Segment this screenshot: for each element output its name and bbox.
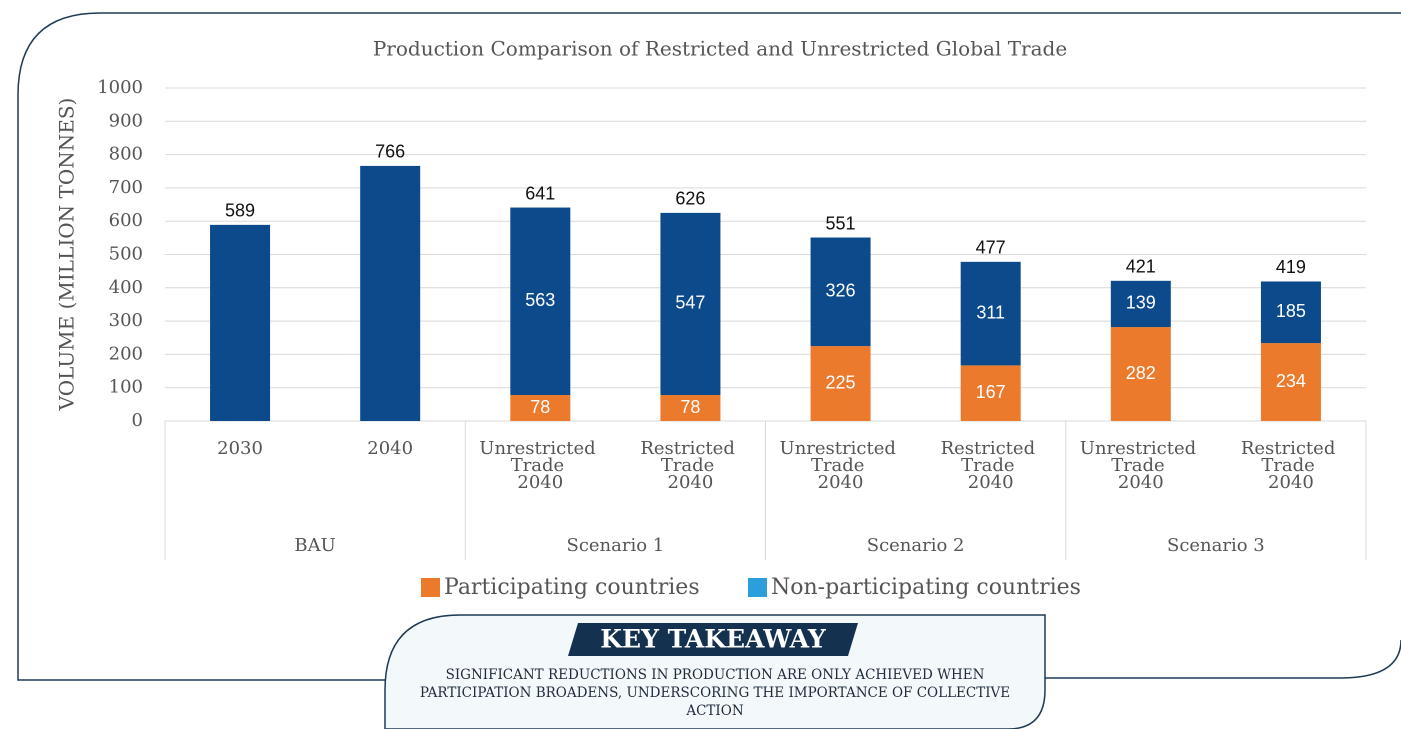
total-label: 421 xyxy=(1126,257,1156,277)
y-tick-label: 800 xyxy=(109,144,143,165)
x-tick-line: 2040 xyxy=(818,472,864,493)
legend-swatch xyxy=(748,578,767,597)
legend-label: Non-participating countries xyxy=(771,575,1081,600)
segment-label: 225 xyxy=(826,372,856,392)
x-tick-label: 2030 xyxy=(217,438,263,459)
x-tick-line: Trade xyxy=(811,455,870,476)
x-tick-line: Unrestricted xyxy=(780,438,902,459)
takeaway-box xyxy=(384,614,1046,729)
x-tick-label: Restricted Trade 2040 xyxy=(941,438,1041,493)
x-tick-label: 2040 xyxy=(367,438,413,459)
y-tick-label: 400 xyxy=(109,277,143,298)
x-tick-label: Unrestricted Trade 2040 xyxy=(1080,438,1202,493)
frame xyxy=(1045,639,1401,679)
takeaway-text: SIGNIFICANT REDUCTIONS IN PRODUCTION ARE… xyxy=(419,667,1011,719)
x-tick-line: 2040 xyxy=(1118,472,1164,493)
total-label: 419 xyxy=(1276,257,1306,277)
chart-title: Production Comparison of Restricted and … xyxy=(373,37,1067,61)
legend-label: Participating countries xyxy=(444,575,700,600)
y-tick-label: 100 xyxy=(109,377,143,398)
segment-label: 185 xyxy=(1276,301,1306,321)
bar-segment xyxy=(1260,343,1321,421)
group-label: Scenario 2 xyxy=(867,535,965,556)
segment-label: 326 xyxy=(826,281,856,301)
y-tick-label: 1000 xyxy=(97,77,143,98)
bar-segment xyxy=(660,395,721,421)
total-label: 766 xyxy=(375,142,405,162)
x-tick-line: Restricted xyxy=(1241,438,1341,459)
legend-swatch xyxy=(421,578,440,597)
segment-label: 282 xyxy=(1126,363,1156,383)
segment-label: 234 xyxy=(1276,371,1306,391)
bar-segment xyxy=(810,237,871,347)
x-tick-label: Unrestricted Trade 2040 xyxy=(780,438,902,493)
takeaway-title: KEY TAKEAWAY xyxy=(600,625,827,654)
bar-segment xyxy=(810,346,871,421)
bar-segment xyxy=(510,207,571,396)
y-tick-label: 900 xyxy=(109,110,143,131)
bar-segment xyxy=(510,395,571,421)
x-tick-line: Restricted xyxy=(941,438,1041,459)
x-tick-line: 2040 xyxy=(367,438,413,459)
group-label: Scenario 1 xyxy=(566,535,664,556)
frame xyxy=(17,12,1401,681)
x-tick-label: Restricted Trade 2040 xyxy=(1241,438,1341,493)
y-tick-label: 500 xyxy=(109,244,143,265)
x-tick-line: 2040 xyxy=(968,472,1014,493)
bar-segment xyxy=(960,365,1021,421)
segment-label: 167 xyxy=(976,382,1006,402)
segment-label: 547 xyxy=(675,293,705,313)
y-tick-label: 700 xyxy=(109,177,143,198)
bar-segment xyxy=(1260,281,1321,344)
segment-label: 78 xyxy=(680,397,700,417)
x-tick-line: 2040 xyxy=(1268,472,1314,493)
x-tick-line: Trade xyxy=(1261,455,1320,476)
y-tick-label: 300 xyxy=(109,310,143,331)
group-label: BAU xyxy=(294,535,335,556)
total-label: 477 xyxy=(976,238,1006,258)
bar xyxy=(210,224,271,421)
total-label: 626 xyxy=(675,188,705,208)
total-label: 551 xyxy=(826,213,856,233)
y-axis-title: VOLUME (MILLION TONNES) xyxy=(55,98,79,412)
y-tick-label: 600 xyxy=(109,210,143,231)
segment-label: 563 xyxy=(525,290,555,310)
x-tick-label: Unrestricted Trade 2040 xyxy=(479,438,601,493)
x-tick-label: Restricted Trade 2040 xyxy=(640,438,740,493)
y-tick-label: 0 xyxy=(132,410,143,431)
segment-label: 311 xyxy=(976,302,1005,322)
bar-segment xyxy=(1110,280,1171,328)
bar-segment xyxy=(660,212,721,396)
x-tick-line: Trade xyxy=(961,455,1020,476)
takeaway-badge xyxy=(568,623,858,656)
x-tick-line: 2030 xyxy=(217,438,263,459)
bar-segment xyxy=(1110,327,1171,421)
total-label: 641 xyxy=(525,183,555,203)
bar xyxy=(360,165,421,421)
segment-label: 78 xyxy=(530,397,550,417)
group-label: Scenario 3 xyxy=(1167,535,1265,556)
x-tick-line: Unrestricted xyxy=(479,438,601,459)
bar-segment xyxy=(960,261,1021,366)
x-tick-line: Restricted xyxy=(640,438,740,459)
segment-label: 139 xyxy=(1126,293,1156,313)
x-tick-line: 2040 xyxy=(668,472,714,493)
x-tick-line: Unrestricted xyxy=(1080,438,1202,459)
x-tick-line: Trade xyxy=(1111,455,1170,476)
x-tick-line: 2040 xyxy=(517,472,563,493)
x-tick-line: Trade xyxy=(511,455,570,476)
y-tick-label: 200 xyxy=(109,343,143,364)
x-tick-line: Trade xyxy=(661,455,720,476)
total-label: 589 xyxy=(225,201,255,221)
